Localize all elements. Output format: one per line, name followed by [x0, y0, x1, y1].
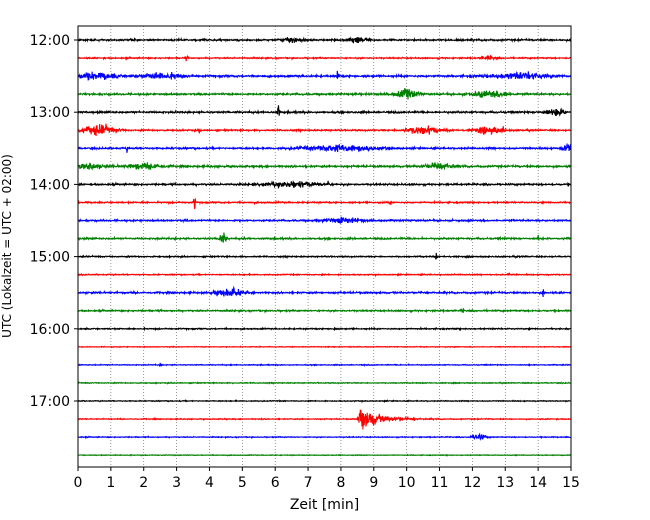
- y-tick-label: 14:00: [30, 177, 70, 193]
- trace-1400: [77, 179, 572, 189]
- trace-1545: [77, 307, 572, 314]
- plot-frame: [77, 25, 572, 468]
- y-tick-label: 12:00: [30, 33, 70, 49]
- y-tick-label: 17:00: [30, 394, 70, 410]
- x-tick-label: 14: [529, 475, 547, 491]
- x-tick-label: 9: [369, 475, 378, 491]
- x-tick-label: 0: [74, 475, 83, 491]
- x-tick-label: 6: [271, 475, 280, 491]
- trace-1430: [77, 216, 572, 224]
- trace-1745: [77, 453, 572, 457]
- trace-1615: [77, 345, 572, 349]
- trace-1245: [77, 88, 572, 100]
- trace-1700: [77, 399, 572, 404]
- x-tick-label: 1: [106, 475, 115, 491]
- x-tick-label: 2: [139, 475, 148, 491]
- trace-1315: [77, 123, 572, 137]
- trace-1345: [77, 161, 572, 171]
- trace-1630: [77, 362, 572, 368]
- trace-1300: [77, 105, 572, 117]
- trace-1230: [77, 70, 572, 81]
- trace-1715: [77, 409, 572, 430]
- trace-1600: [77, 326, 572, 332]
- trace-1730: [77, 432, 572, 441]
- x-tick-label: 15: [562, 475, 580, 491]
- trace-1500: [77, 252, 572, 260]
- y-tick-label: 16:00: [30, 322, 70, 338]
- y-axis-ticks: 12:00 13:00 14:00 15:00 16:00 17:00: [30, 33, 78, 410]
- x-tick-label: 12: [463, 475, 481, 491]
- y-axis-title: UTC (Lokalzeit = UTC + 02:00): [0, 154, 14, 338]
- x-tick-label: 5: [238, 475, 247, 491]
- trace-1645: [77, 381, 572, 385]
- x-tick-label: 7: [304, 475, 313, 491]
- trace-1330: [77, 143, 572, 153]
- trace-1445: [77, 232, 572, 243]
- y-tick-label: 13:00: [30, 105, 70, 121]
- y-tick-label: 15:00: [30, 250, 70, 266]
- x-tick-label: 3: [172, 475, 181, 491]
- x-axis-title: Zeit [min]: [290, 497, 359, 513]
- x-tick-label: 10: [398, 475, 416, 491]
- x-tick-label: 8: [336, 475, 345, 491]
- trace-1200: [77, 36, 572, 44]
- trace-group: [77, 36, 572, 457]
- trace-1415: [77, 198, 572, 210]
- trace-1215: [77, 54, 572, 62]
- trace-1530: [77, 285, 572, 297]
- x-tick-label: 4: [205, 475, 214, 491]
- x-tick-label: 13: [496, 475, 514, 491]
- trace-1515: [77, 272, 572, 278]
- x-axis-ticks: 0 1 2 3 4 5 6 7 8 9 10 11 12 13 14 15: [74, 467, 580, 491]
- x-tick-label: 11: [431, 475, 449, 491]
